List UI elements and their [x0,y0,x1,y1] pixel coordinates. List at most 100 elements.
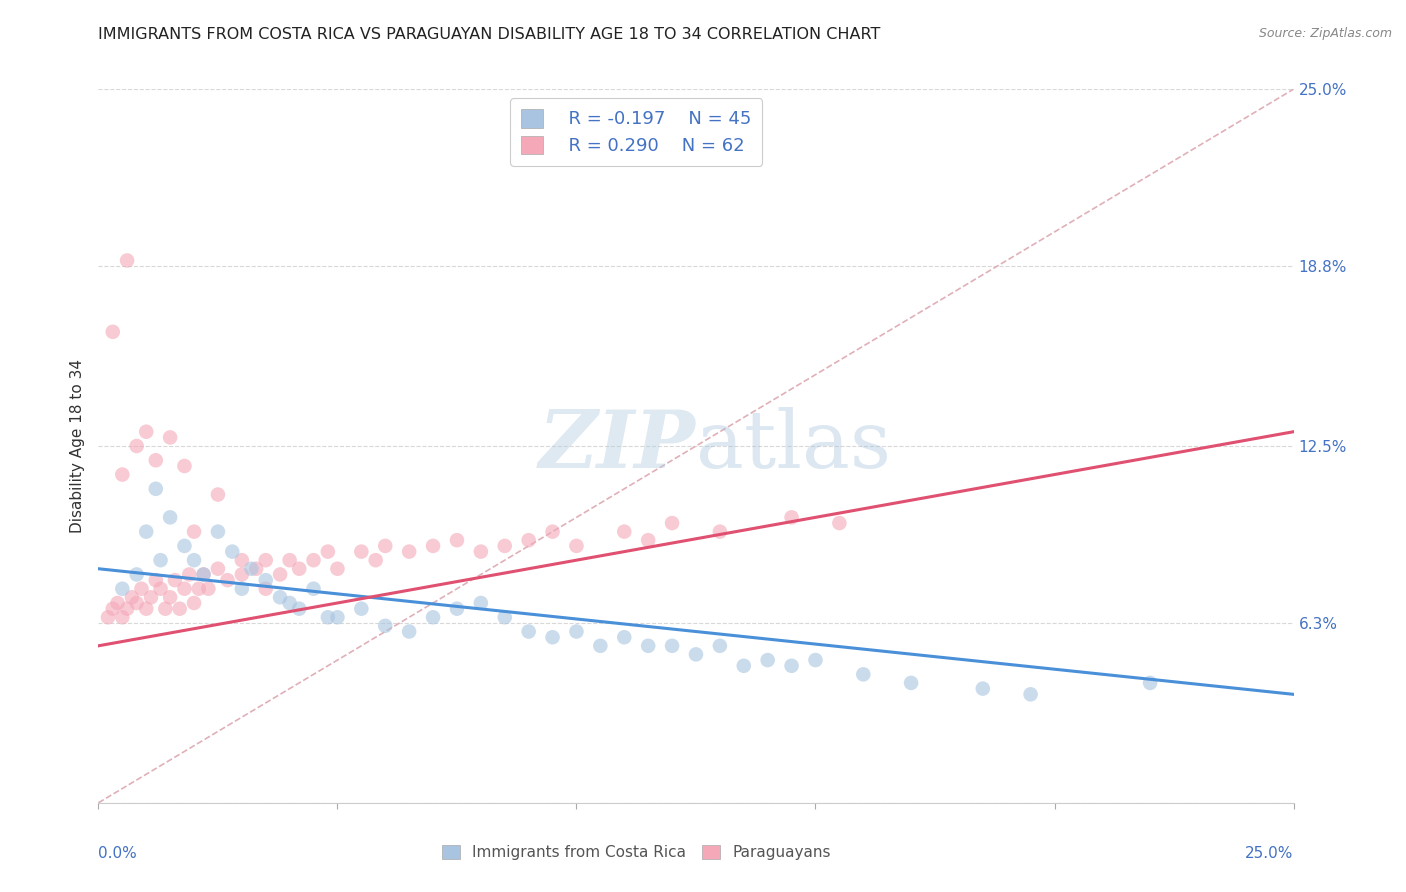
Point [709,639,731,653]
Point [780,510,803,524]
Point [163,573,186,587]
Point [398,624,420,639]
Point [661,639,683,653]
Text: ZIP: ZIP [538,408,696,484]
Text: Source: ZipAtlas.com: Source: ZipAtlas.com [1258,27,1392,40]
Point [231,553,253,567]
Point [145,482,167,496]
Point [269,591,291,605]
Point [187,582,209,596]
Point [173,582,195,596]
Point [326,562,349,576]
Point [135,601,157,615]
Point [221,544,243,558]
Point [107,596,129,610]
Point [240,562,263,576]
Point [828,516,851,530]
Point [422,610,444,624]
Point [111,610,134,624]
Point [149,553,172,567]
Point [207,562,229,576]
Point [565,539,588,553]
Point [972,681,994,696]
Text: 0.0%: 0.0% [98,846,138,861]
Point [685,648,707,662]
Point [422,539,444,553]
Point [115,253,138,268]
Point [269,567,291,582]
Point [565,624,588,639]
Point [278,596,301,610]
Point [125,567,148,582]
Point [125,596,148,610]
Point [374,539,396,553]
Point [159,430,181,444]
Point [374,619,396,633]
Point [316,544,339,558]
Point [541,630,564,644]
Point [900,676,922,690]
Text: 25.0%: 25.0% [1246,846,1294,861]
Point [125,439,148,453]
Point [101,325,124,339]
Point [288,562,311,576]
Point [1019,687,1042,701]
Point [288,601,311,615]
Point [183,553,205,567]
Point [121,591,143,605]
Point [494,539,516,553]
Point [517,533,540,548]
Point [179,567,201,582]
Point [159,591,181,605]
Point [145,453,167,467]
Point [231,582,253,596]
Point [159,510,181,524]
Point [756,653,779,667]
Point [780,658,803,673]
Point [131,582,153,596]
Point [254,582,277,596]
Point [637,639,659,653]
Point [541,524,564,539]
Point [231,567,253,582]
Point [637,533,659,548]
Point [326,610,349,624]
Point [135,425,157,439]
Point [111,582,134,596]
Point [193,567,215,582]
Point [613,630,636,644]
Point [217,573,239,587]
Point [316,610,339,624]
Point [350,601,373,615]
Point [302,582,325,596]
Point [804,653,827,667]
Point [197,582,219,596]
Legend: Immigrants from Costa Rica, Paraguayans: Immigrants from Costa Rica, Paraguayans [436,839,837,866]
Point [364,553,387,567]
Point [111,467,134,482]
Point [350,544,373,558]
Point [661,516,683,530]
Point [589,639,612,653]
Point [207,487,229,501]
Point [173,539,195,553]
Point [173,458,195,473]
Point [139,591,162,605]
Point [494,610,516,624]
Point [97,610,120,624]
Point [115,601,138,615]
Point [145,573,167,587]
Point [446,533,468,548]
Point [733,658,755,673]
Point [398,544,420,558]
Point [155,601,177,615]
Point [101,601,124,615]
Point [207,524,229,539]
Point [1139,676,1161,690]
Point [302,553,325,567]
Text: atlas: atlas [696,407,891,485]
Point [149,582,172,596]
Text: IMMIGRANTS FROM COSTA RICA VS PARAGUAYAN DISABILITY AGE 18 TO 34 CORRELATION CHA: IMMIGRANTS FROM COSTA RICA VS PARAGUAYAN… [98,27,880,42]
Point [254,573,277,587]
Y-axis label: Disability Age 18 to 34: Disability Age 18 to 34 [70,359,86,533]
